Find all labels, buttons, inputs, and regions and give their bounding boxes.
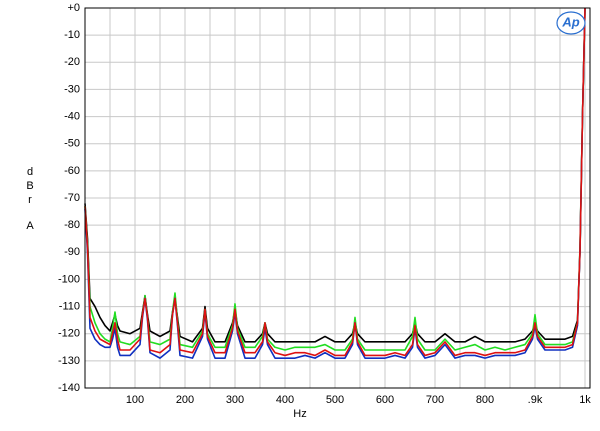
y-tick-label: -70 bbox=[64, 192, 80, 204]
y-tick-label: -140 bbox=[58, 382, 80, 394]
logo-ring bbox=[556, 11, 586, 35]
x-tick-label: 600 bbox=[376, 394, 394, 406]
x-tick-label: 400 bbox=[276, 394, 294, 406]
y-tick-label: -100 bbox=[58, 273, 80, 285]
logo: Ap bbox=[556, 11, 586, 35]
plot-lines bbox=[84, 7, 586, 359]
y-tick-label: -20 bbox=[64, 56, 80, 68]
x-tick-label: 500 bbox=[326, 394, 344, 406]
y-tick-label: -130 bbox=[58, 355, 80, 367]
y-tick-label: -110 bbox=[59, 300, 80, 312]
y-tick-label: -120 bbox=[58, 328, 80, 340]
y-tick-label: -80 bbox=[64, 219, 80, 231]
y-tick-label: -40 bbox=[64, 110, 80, 122]
y-tick-label: -30 bbox=[64, 83, 80, 95]
x-tick-label: 800 bbox=[476, 394, 494, 406]
x-axis-label: Hz bbox=[293, 408, 306, 420]
x-tick-label: 200 bbox=[176, 394, 194, 406]
x-tick-label: 700 bbox=[426, 394, 444, 406]
y-tick-label: -50 bbox=[64, 138, 80, 150]
x-tick-label: 100 bbox=[126, 394, 144, 406]
y-tick-label: -90 bbox=[64, 246, 80, 258]
x-tick-label: .9k bbox=[528, 394, 543, 406]
series-line bbox=[84, 7, 586, 357]
y-axis-label: B bbox=[26, 180, 33, 192]
y-axis-label: r bbox=[28, 194, 32, 206]
y-axis-label: A bbox=[26, 220, 34, 232]
y-tick-label: +0 bbox=[67, 2, 80, 14]
y-tick-label: -10 bbox=[64, 29, 80, 41]
y-axis-label: d bbox=[27, 166, 33, 178]
plot-frame bbox=[84, 7, 591, 389]
x-tick-label: 1k bbox=[579, 394, 591, 406]
logo-text: Ap bbox=[561, 14, 579, 29]
x-tick-label: 300 bbox=[226, 394, 244, 406]
y-tick-label: -60 bbox=[64, 165, 80, 177]
